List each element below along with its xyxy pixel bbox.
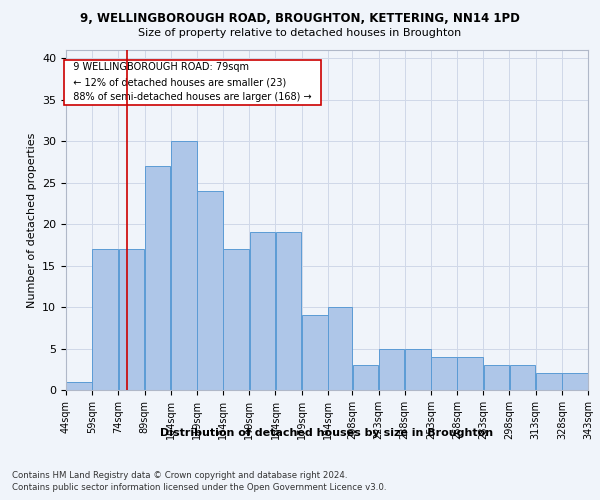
Bar bbox=[276, 232, 301, 390]
Bar bbox=[145, 166, 170, 390]
Bar bbox=[536, 374, 562, 390]
Bar bbox=[457, 357, 483, 390]
Text: Distribution of detached houses by size in Broughton: Distribution of detached houses by size … bbox=[160, 428, 494, 438]
Bar bbox=[92, 249, 118, 390]
Y-axis label: Number of detached properties: Number of detached properties bbox=[26, 132, 37, 308]
Text: Contains public sector information licensed under the Open Government Licence v3: Contains public sector information licen… bbox=[12, 484, 386, 492]
Bar bbox=[119, 249, 145, 390]
Bar bbox=[250, 232, 275, 390]
Bar bbox=[379, 348, 404, 390]
Bar bbox=[223, 249, 249, 390]
Bar bbox=[171, 141, 197, 390]
Bar bbox=[66, 382, 92, 390]
Text: 9 WELLINGBOROUGH ROAD: 79sqm  
  ← 12% of detached houses are smaller (23)  
  8: 9 WELLINGBOROUGH ROAD: 79sqm ← 12% of de… bbox=[67, 62, 318, 102]
Bar bbox=[353, 365, 378, 390]
Text: 9, WELLINGBOROUGH ROAD, BROUGHTON, KETTERING, NN14 1PD: 9, WELLINGBOROUGH ROAD, BROUGHTON, KETTE… bbox=[80, 12, 520, 26]
Bar bbox=[562, 374, 588, 390]
Bar bbox=[328, 307, 352, 390]
Bar bbox=[197, 191, 223, 390]
Text: Size of property relative to detached houses in Broughton: Size of property relative to detached ho… bbox=[139, 28, 461, 38]
Bar bbox=[405, 348, 431, 390]
Bar bbox=[484, 365, 509, 390]
Bar bbox=[510, 365, 535, 390]
Bar bbox=[431, 357, 457, 390]
Bar bbox=[302, 316, 328, 390]
Text: Contains HM Land Registry data © Crown copyright and database right 2024.: Contains HM Land Registry data © Crown c… bbox=[12, 471, 347, 480]
